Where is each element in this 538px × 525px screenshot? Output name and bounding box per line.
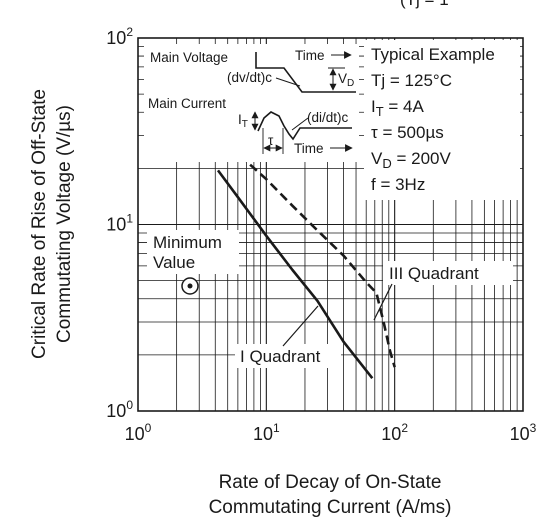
quadrant-3-label-group: III Quadrant bbox=[373, 261, 513, 321]
inset-didt: (di/dt)c bbox=[307, 110, 349, 125]
condition-tj: Tj = 125°C bbox=[371, 71, 452, 90]
quadrant-3-label: III Quadrant bbox=[389, 264, 479, 283]
x-tick-label: 103 bbox=[510, 421, 537, 444]
y-tick-label: 101 bbox=[106, 212, 133, 235]
voltage-waveform bbox=[255, 52, 356, 93]
dvdt-pointer bbox=[275, 77, 301, 87]
didt-pointer bbox=[291, 117, 309, 131]
x-axis-label-line-2: Commutating Current (A/ms) bbox=[209, 497, 452, 518]
condition-typical-example: Typical Example bbox=[371, 45, 495, 64]
x-tick-label: 102 bbox=[381, 421, 408, 444]
inset-time-bottom: Time bbox=[294, 141, 324, 156]
condition-vd: VD = 200V bbox=[371, 149, 451, 171]
inset-vd: VD bbox=[338, 71, 354, 89]
condition-tau: τ = 500µs bbox=[371, 123, 444, 142]
y-tick-labels: 100 101 102 bbox=[106, 25, 133, 421]
y-tick-label: 102 bbox=[106, 25, 133, 48]
x-tick-label: 101 bbox=[253, 421, 280, 444]
inset-tau: τ bbox=[268, 133, 274, 148]
series-line-2 bbox=[238, 154, 396, 368]
partial-header: (Tj = 1 bbox=[400, 0, 449, 9]
condition-it: IT = 4A bbox=[371, 97, 425, 119]
series-layer bbox=[216, 154, 396, 380]
inset-main-voltage: Main Voltage bbox=[150, 50, 228, 65]
quadrant-1-label: I Quadrant bbox=[240, 347, 321, 366]
minimum-value-marker-dot bbox=[187, 283, 193, 289]
waveform-inset: Main Voltage Time (dv/dt)c VD Main Curre… bbox=[144, 44, 359, 162]
series-line-1 bbox=[216, 169, 374, 380]
y-axis-label-line-1: Critical Rate of Rise of Off-State bbox=[29, 89, 50, 359]
plot-frame bbox=[137, 37, 524, 412]
quadrant-1-label-group: I Quadrant bbox=[235, 305, 341, 368]
condition-freq: f = 3Hz bbox=[371, 175, 425, 194]
y-tick-label: 100 bbox=[106, 398, 133, 421]
quadrant-1-pointer bbox=[282, 305, 319, 347]
inset-dvdt: (dv/dt)c bbox=[227, 70, 272, 85]
quadrant-3-pointer bbox=[373, 283, 393, 321]
inset-it: IT bbox=[238, 112, 248, 130]
y-axis-label-line-2: Commutating Voltage (V/µs) bbox=[54, 105, 75, 343]
x-tick-label: 100 bbox=[125, 421, 152, 444]
minimum-value-annotation: Minimum Value bbox=[147, 230, 239, 295]
x-axis-label-line-1: Rate of Decay of On-State bbox=[219, 472, 442, 493]
x-tick-labels: 100 101 102 103 bbox=[125, 421, 537, 444]
conditions-box: Typical Example Tj = 125°C IT = 4A τ = 5… bbox=[364, 40, 520, 200]
inset-time-top: Time bbox=[295, 48, 325, 63]
current-waveform bbox=[257, 111, 352, 141]
minimum-value-line-2: Value bbox=[153, 253, 195, 272]
inset-main-current: Main Current bbox=[148, 96, 226, 111]
minimum-value-line-1: Minimum bbox=[153, 233, 222, 252]
